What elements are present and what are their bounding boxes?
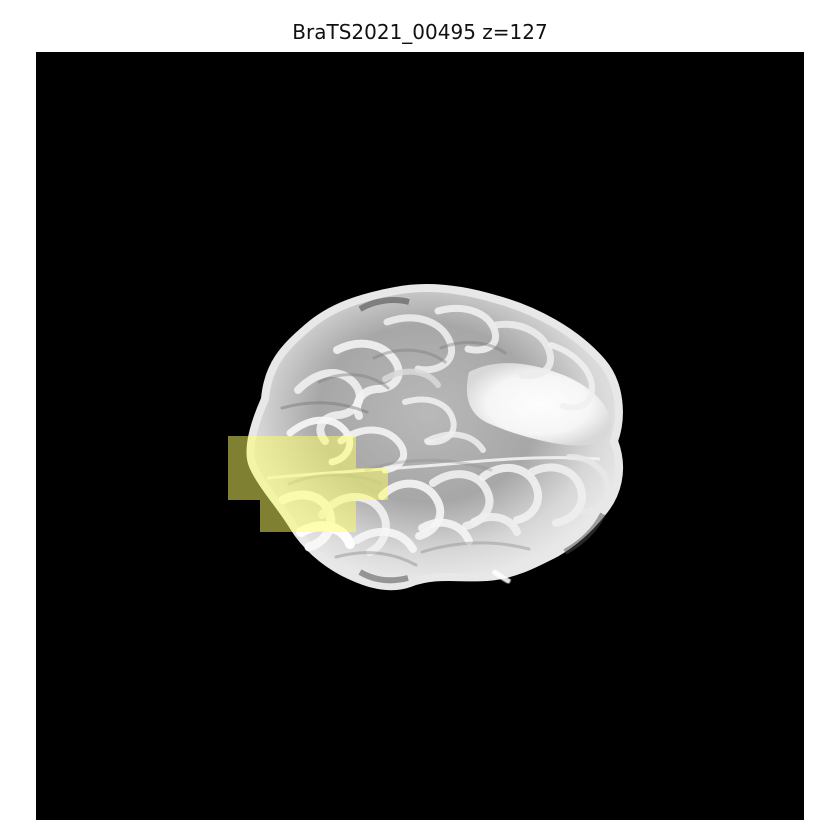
brain-edge-dark-notch-top (358, 297, 410, 312)
brain-speckle-bright-edge (491, 568, 512, 585)
mri-image-panel (36, 52, 804, 820)
brain-edge-dark-notch-right (563, 512, 606, 555)
right-hemisphere-bright-region (466, 363, 611, 446)
yellow-tumor-mask (228, 436, 388, 532)
brain-edge-dark-notch-bottom (358, 569, 409, 584)
segmentation-overlay (228, 436, 388, 532)
figure-title: BraTS2021_00495 z=127 (292, 20, 548, 44)
mri-slice-svg (36, 52, 804, 820)
gyral-pattern (278, 304, 612, 556)
